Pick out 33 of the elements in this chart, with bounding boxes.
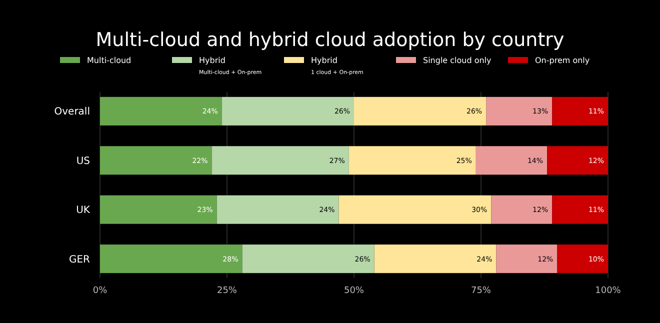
x-tick-label: 50% — [344, 286, 364, 296]
bar — [222, 96, 354, 126]
bar — [348, 146, 476, 175]
bar — [476, 146, 548, 175]
y-tick-label: GER — [68, 254, 90, 266]
legend-label: Multi-cloud — [87, 56, 132, 65]
bar — [100, 244, 242, 274]
y-tick-label: UK — [76, 205, 90, 216]
bar — [547, 146, 608, 175]
bar — [496, 244, 558, 274]
bar — [100, 146, 212, 175]
bar — [100, 96, 222, 126]
bar — [100, 195, 217, 224]
bar — [216, 195, 339, 224]
y-tick-label: US — [76, 156, 90, 167]
bar — [338, 195, 492, 224]
x-tick-label: 75% — [470, 286, 492, 296]
x-tick-label: 25% — [216, 286, 238, 296]
bar — [354, 96, 486, 126]
x-tick-label: 0% — [92, 286, 108, 296]
bar — [486, 96, 552, 126]
legend-label: Single cloud only — [423, 56, 492, 65]
bar — [491, 195, 552, 224]
bar — [552, 96, 608, 126]
y-tick-label: Overall — [54, 106, 90, 118]
bar — [212, 146, 349, 175]
bar — [557, 244, 608, 274]
legend-label: On-prem only — [535, 56, 590, 65]
bar — [242, 244, 374, 274]
bar — [552, 195, 608, 224]
x-tick-label: 100% — [595, 286, 622, 296]
bar — [374, 244, 496, 274]
chart-title: Multi-cloud and hybrid cloud adoption by country — [96, 29, 564, 51]
